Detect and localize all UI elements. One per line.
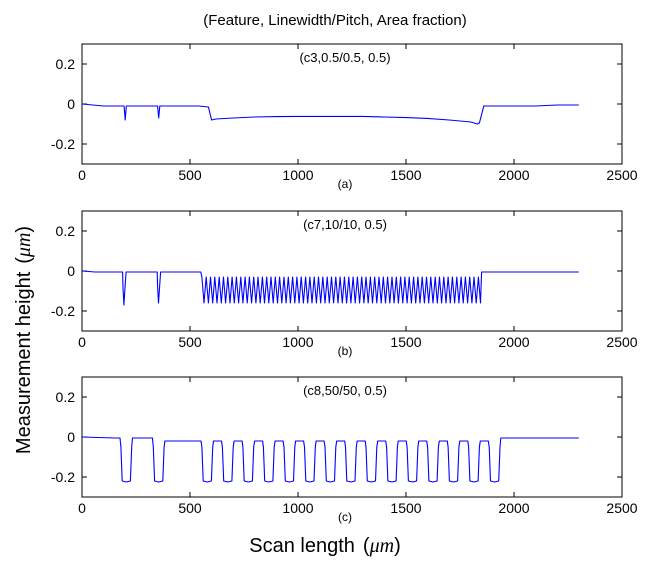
x-tick-label: 1000 <box>282 167 313 183</box>
x-tick-label: 2000 <box>498 167 529 183</box>
x-tick-label: 2500 <box>606 167 637 183</box>
figure-title: (Feature, Linewidth/Pitch, Area fraction… <box>203 12 466 29</box>
y-axis-label-group: Measurement height(μm) <box>13 226 35 454</box>
y-tick-label: -0.2 <box>51 469 75 485</box>
y-tick-label: -0.2 <box>51 303 75 319</box>
x-tick-label: 2500 <box>606 334 637 350</box>
panel-annotation: (c3,0.5/0.5, 0.5) <box>299 50 390 65</box>
x-tick-label: 2000 <box>498 334 529 350</box>
x-tick-label: 0 <box>78 500 86 516</box>
x-tick-label: 0 <box>78 334 86 350</box>
x-tick-label: 1500 <box>390 334 421 350</box>
panel-label: (a) <box>338 177 353 191</box>
x-tick-label: 2500 <box>606 500 637 516</box>
panel-label: (b) <box>338 344 353 358</box>
x-tick-label: 0 <box>78 167 86 183</box>
y-tick-label: 0 <box>67 263 75 279</box>
series-line <box>81 270 579 306</box>
x-tick-label: 500 <box>178 167 202 183</box>
panel-annotation: (c8,50/50, 0.5) <box>303 383 387 398</box>
panel-annotation: (c7,10/10, 0.5) <box>303 217 387 232</box>
x-tick-label: 2000 <box>498 500 529 516</box>
x-tick-label: 1000 <box>282 334 313 350</box>
y-axis-label: Measurement height(μm) <box>13 226 35 454</box>
y-tick-label: 0 <box>67 429 75 445</box>
x-tick-label: 1500 <box>390 500 421 516</box>
y-axis-label-unit: μm <box>13 233 35 258</box>
x-axis-label-text: Scan length <box>249 535 355 557</box>
panel-label: (c) <box>338 510 352 524</box>
panels: 0 500 1000 1500 2000 25000.20-0.2(c3,0.5/0.5,… <box>51 43 638 524</box>
x-tick-label: 1000 <box>282 500 313 516</box>
x-tick-label: 500 <box>178 500 202 516</box>
y-tick-label: 0.2 <box>56 223 76 239</box>
y-tick-label: -0.2 <box>51 136 75 152</box>
x-tick-label: 1500 <box>390 167 421 183</box>
y-tick-label: 0 <box>67 96 75 112</box>
series-line <box>81 436 579 483</box>
x-tick-label: 500 <box>178 334 202 350</box>
y-tick-label: 0.2 <box>56 56 76 72</box>
panel-1: 0 500 1000 1500 2000 25000.20-0.2(c3,0.5/0.5,… <box>51 43 638 191</box>
x-axis-label: Scan length (μm) <box>249 535 400 557</box>
y-tick-label: 0.2 <box>56 389 76 405</box>
y-axis-label-text: Measurement height <box>13 271 35 454</box>
series-line <box>81 103 579 125</box>
x-axis-label-unit: μm <box>369 535 394 557</box>
